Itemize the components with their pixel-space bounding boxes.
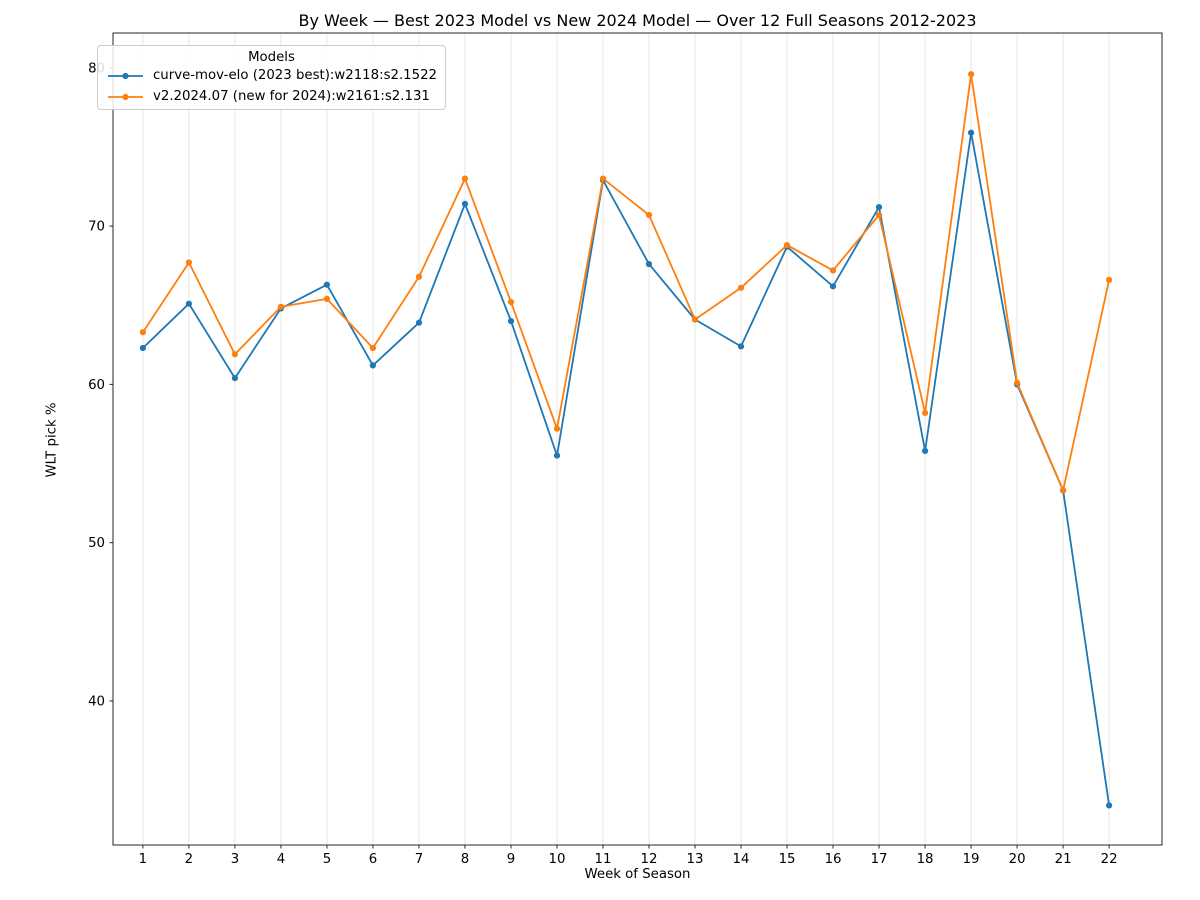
legend-line-sample: [108, 72, 143, 79]
y-tick-label: 60: [88, 378, 105, 393]
data-point: [599, 175, 607, 182]
x-tick-label: 10: [549, 852, 566, 867]
data-point: [323, 281, 330, 288]
data-point: [783, 242, 791, 249]
y-tick-label: 50: [88, 536, 105, 551]
data-point: [553, 452, 561, 459]
x-tick-label: 22: [1101, 852, 1118, 867]
data-point: [139, 344, 146, 352]
data-point: [968, 71, 975, 78]
x-tick-label: 2: [185, 852, 193, 867]
x-tick-label: 14: [733, 852, 750, 867]
legend-entries: curve-mov-elo (2023 best):w2118:s2.1522 v…: [98, 65, 445, 107]
data-point: [875, 211, 883, 219]
legend-title: Models: [248, 50, 295, 65]
data-point: [829, 283, 837, 290]
x-tick-label: 11: [595, 852, 612, 867]
x-tick-label: 9: [507, 852, 515, 867]
data-point: [185, 259, 192, 266]
y-tick-label: 70: [88, 220, 105, 235]
data-point: [645, 211, 653, 219]
data-point: [1106, 802, 1113, 809]
data-point: [461, 200, 469, 207]
x-tick-label: 7: [415, 852, 423, 867]
data-point: [737, 284, 745, 291]
x-tick-label: 3: [231, 852, 239, 867]
data-point: [737, 343, 745, 350]
plot-border: [112, 32, 1163, 846]
x-tick-label: 8: [461, 852, 469, 867]
data-point: [323, 295, 330, 302]
data-point: [507, 299, 515, 306]
x-tick-label: 5: [323, 852, 331, 867]
x-tick-label: 19: [963, 852, 980, 867]
legend-line-sample: [108, 93, 143, 100]
data-point: [645, 261, 653, 268]
chart-title: By Week — Best 2023 Model vs New 2024 Mo…: [298, 11, 977, 30]
data-point: [691, 316, 699, 323]
data-point: [231, 351, 238, 358]
data-point: [231, 375, 238, 382]
data-point: [369, 362, 376, 369]
x-tick-label: 1: [139, 852, 147, 867]
data-point: [1014, 379, 1021, 386]
series-line-1: [142, 73, 1110, 492]
data-point: [277, 303, 284, 310]
data-point: [1106, 276, 1113, 283]
series-line-0: [142, 131, 1110, 806]
x-tick-label: 13: [687, 852, 704, 867]
data-point: [829, 267, 837, 274]
data-point: [968, 129, 975, 136]
data-point: [922, 409, 929, 416]
x-tick-label: 21: [1055, 852, 1072, 867]
data-point: [185, 300, 192, 307]
data-point: [553, 425, 561, 432]
legend-entry: curve-mov-elo (2023 best):w2118:s2.1522: [98, 65, 445, 86]
data-point: [461, 175, 469, 182]
x-axis-label: Week of Season: [584, 867, 691, 882]
data-point: [415, 273, 423, 280]
x-tick-label: 4: [277, 852, 285, 867]
data-point: [922, 447, 929, 454]
data-point: [507, 318, 515, 325]
x-tick-label: 18: [917, 852, 934, 867]
legend-entry-label: v2.2024.07 (new for 2024):w2161:s2.131: [153, 89, 430, 104]
data-point: [415, 319, 423, 326]
y-tick-label: 40: [88, 694, 105, 709]
x-tick-label: 20: [1009, 852, 1026, 867]
x-tick-label: 12: [641, 852, 658, 867]
data-point: [875, 204, 883, 211]
data-point: [1060, 487, 1067, 494]
legend-entry: v2.2024.07 (new for 2024):w2161:s2.131: [98, 86, 445, 107]
x-tick-label: 17: [871, 852, 888, 867]
y-axis-label: WLT pick %: [44, 402, 60, 478]
x-tick-label: 6: [369, 852, 377, 867]
x-tick-label: 16: [825, 852, 842, 867]
legend-entry-label: curve-mov-elo (2023 best):w2118:s2.1522: [153, 68, 438, 83]
data-point: [139, 329, 146, 336]
legend: Models curve-mov-elo (2023 best):w2118:s…: [97, 45, 446, 110]
data-point: [369, 344, 376, 352]
x-tick-label: 15: [779, 852, 796, 867]
